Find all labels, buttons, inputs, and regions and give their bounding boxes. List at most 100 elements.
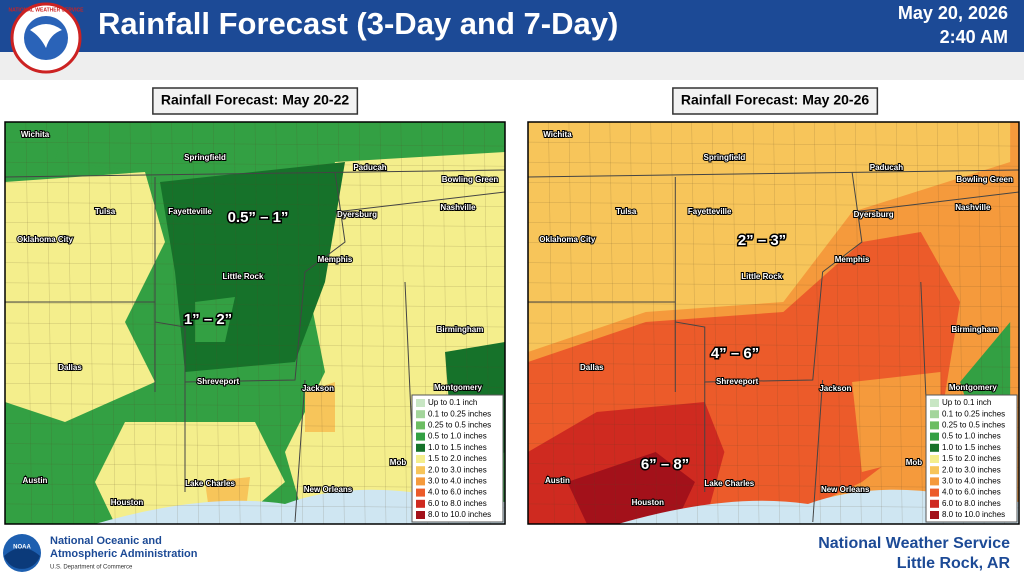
county-line <box>5 362 505 368</box>
county-line <box>528 222 1019 227</box>
legend-label: 4.0 to 6.0 inches <box>942 488 1001 497</box>
legend-label: 0.5 to 1.0 inches <box>942 432 1001 441</box>
legend-label: 1.5 to 2.0 inches <box>428 454 487 463</box>
county-line <box>25 122 33 524</box>
county-line <box>630 122 637 524</box>
gulf-water <box>618 489 1019 524</box>
office-line1: National Weather Service <box>818 535 1010 552</box>
city-label: Houston <box>111 498 144 507</box>
city-label: Bowling Green <box>442 175 499 184</box>
legend-label: 8.0 to 10.0 inches <box>942 510 1005 519</box>
rain-area <box>195 297 235 342</box>
county-line <box>670 122 678 524</box>
city-label: Memphis <box>318 255 353 264</box>
range-label: 1” – 2” <box>184 311 232 328</box>
county-line <box>528 161 1019 167</box>
city-label: Lake Charles <box>185 479 235 488</box>
county-line <box>528 182 1019 187</box>
legend-swatch <box>416 421 425 430</box>
county-line <box>275 122 283 524</box>
city-label: Mob <box>390 458 407 467</box>
county-line <box>5 202 505 207</box>
office-line2: Little Rock, AR <box>897 555 1011 572</box>
city-label: Birmingham <box>951 325 998 334</box>
range-label: 0.5” – 1” <box>228 209 289 226</box>
gulf-water <box>95 489 505 524</box>
county-line <box>171 122 178 524</box>
city-label: Oklahoma City <box>17 235 74 244</box>
legend-swatch <box>416 477 425 486</box>
range-label: 2” – 3” <box>738 232 786 249</box>
city-label: Montgomery <box>949 383 998 392</box>
county-line <box>711 122 719 524</box>
legend-label: 3.0 to 4.0 inches <box>428 477 487 486</box>
city-label: Fayetteville <box>688 207 732 216</box>
legend-label: 3.0 to 4.0 inches <box>942 477 1001 486</box>
panel-title-box <box>152 87 359 115</box>
legend-swatch <box>416 455 425 463</box>
city-label: Dyersburg <box>854 210 894 219</box>
city-label: Lake Charles <box>704 479 754 488</box>
county-line <box>650 122 657 524</box>
city-label: Austin <box>545 476 570 485</box>
header-bar <box>0 0 1024 52</box>
rain-area <box>5 172 165 422</box>
map-panel: Wichita Springfield Paducah Bowling Green Tu… <box>4 121 506 525</box>
legend-swatch <box>416 443 425 452</box>
city-label: Shreveport <box>716 377 759 386</box>
legend-label: 2.0 to 3.0 inches <box>942 465 1001 474</box>
legend-swatch <box>930 477 939 486</box>
county-line <box>67 122 74 524</box>
county-line <box>108 122 116 524</box>
county-line <box>548 122 555 524</box>
county-line <box>5 282 505 288</box>
rain-area <box>567 452 695 524</box>
legend-label: 6.0 to 8.0 inches <box>428 499 487 508</box>
county-line <box>150 122 158 524</box>
agency-line1: National Oceanic and <box>50 535 162 547</box>
county-line <box>317 122 324 524</box>
city-label: Birmingham <box>437 325 484 334</box>
legend-label: 1.5 to 2.0 inches <box>942 454 1001 463</box>
county-line <box>5 262 505 267</box>
legend-swatch <box>930 421 939 430</box>
legend-label: 8.0 to 10.0 inches <box>428 510 491 519</box>
state-line <box>294 379 306 523</box>
legend-label: 0.25 to 0.5 inches <box>942 421 1005 430</box>
legend-swatch <box>416 488 425 497</box>
legend-label: 0.1 to 0.25 inches <box>942 409 1005 418</box>
county-line <box>732 122 739 524</box>
county-line <box>528 383 1019 388</box>
map-panel: Wichita Springfield Paducah Bowling Green Tu… <box>527 121 1020 525</box>
header-title: Rainfall Forecast (3-Day and 7-Day) <box>98 6 618 41</box>
city-label: Dallas <box>580 363 604 372</box>
legend-swatch <box>930 455 939 463</box>
panel-title-box <box>672 87 879 115</box>
agency-line2: Atmospheric Administration <box>50 548 198 560</box>
legend-swatch <box>930 432 939 441</box>
county-line <box>233 122 241 524</box>
legend-swatch <box>930 488 939 497</box>
legend-label: Up to 0.1 inch <box>942 398 991 407</box>
city-label: Nashville <box>955 203 991 212</box>
county-line <box>528 242 1019 247</box>
city-label: Nashville <box>440 203 476 212</box>
county-line <box>528 262 1019 267</box>
city-label: Austin <box>23 476 48 485</box>
city-label: Springfield <box>184 153 226 162</box>
panel-title: Rainfall Forecast: May 20-22 <box>161 92 350 108</box>
county-line <box>528 141 1019 147</box>
city-label: Montgomery <box>434 383 483 392</box>
county-line <box>916 122 923 524</box>
city-label: Springfield <box>704 153 746 162</box>
county-line <box>5 342 505 348</box>
legend-swatch <box>416 499 425 508</box>
city-label: Tulsa <box>616 207 637 216</box>
header-date: May 20, 2026 <box>898 3 1008 23</box>
legend-label: 4.0 to 6.0 inches <box>428 488 487 497</box>
legend-label: 2.0 to 3.0 inches <box>428 465 487 474</box>
legend-swatch <box>930 499 939 508</box>
state-line <box>674 171 863 383</box>
header-time: 2:40 AM <box>940 27 1008 47</box>
city-label: New Orleans <box>821 485 870 494</box>
